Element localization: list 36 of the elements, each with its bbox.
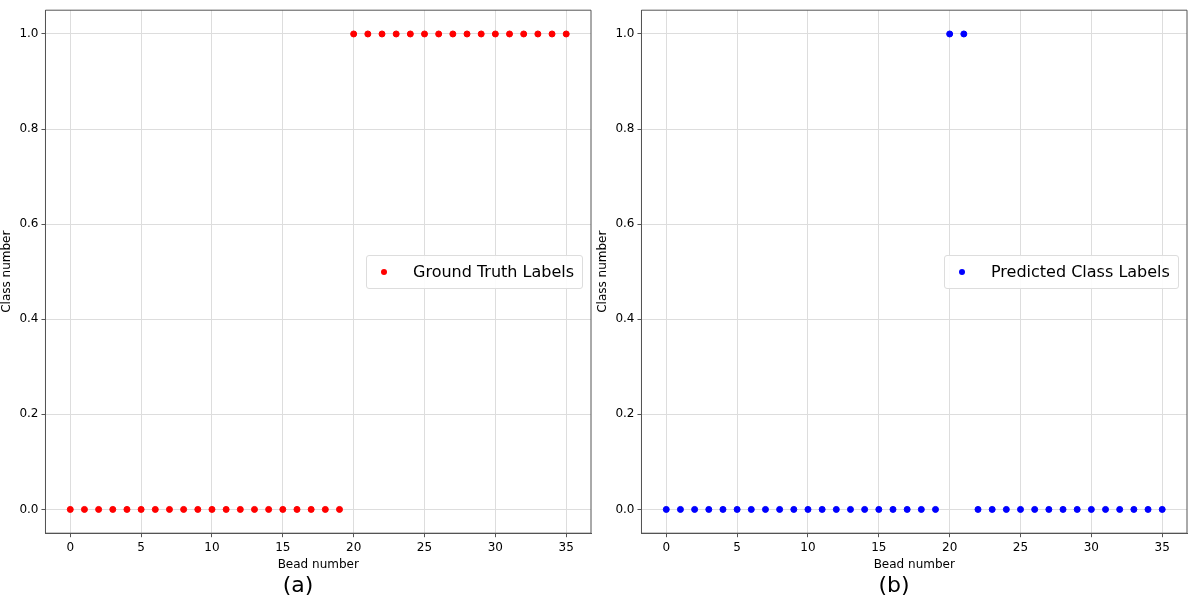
y-tick-label: 0.0 [615,501,635,516]
y-tick-label: 0.8 [19,121,39,136]
x-tick-label: 20 [942,539,958,554]
x-tick-label: 15 [871,539,887,554]
x-axis-title: Bead number [277,556,359,571]
y-tick-label: 0.8 [615,121,635,136]
x-tick-label: 10 [800,539,816,554]
x-axis-title: Bead number [873,556,955,571]
y-tick-label: 1.0 [19,26,39,41]
y-tick-label: 0.0 [19,501,39,516]
x-tick-label: 5 [137,539,145,554]
text: (a) [281,572,315,597]
x-tick-label: 0 [66,539,75,554]
y-tick-label: 0.2 [19,406,39,421]
x-tick-label: 5 [733,539,741,554]
legend-label: Predicted Class Labels [991,260,1170,283]
x-tick-label: 30 [487,539,503,554]
x-tick-label: 25 [1012,539,1029,554]
legend-label: Ground Truth Labels [413,260,575,283]
x-tick-label: 35 [558,539,574,554]
x-tick-label: 30 [1083,539,1099,554]
x-tick-label: 10 [204,539,220,554]
y-tick-label: 0.6 [19,216,39,231]
y-tick-label: 0.2 [615,406,635,421]
y-axis-title: Class number [0,230,14,313]
x-tick-label: 15 [275,539,291,554]
y-axis-title: Class number [595,230,610,313]
x-tick-label: 25 [416,539,433,554]
y-tick-label: 0.4 [615,311,635,326]
y-tick-label: 0.6 [615,216,635,231]
x-tick-label: 20 [346,539,362,554]
y-tick-label: 0.4 [19,311,39,326]
text: (b) [877,572,911,597]
y-tick-label: 1.0 [615,26,635,41]
x-tick-label: 0 [662,539,671,554]
x-tick-label: 35 [1154,539,1170,554]
